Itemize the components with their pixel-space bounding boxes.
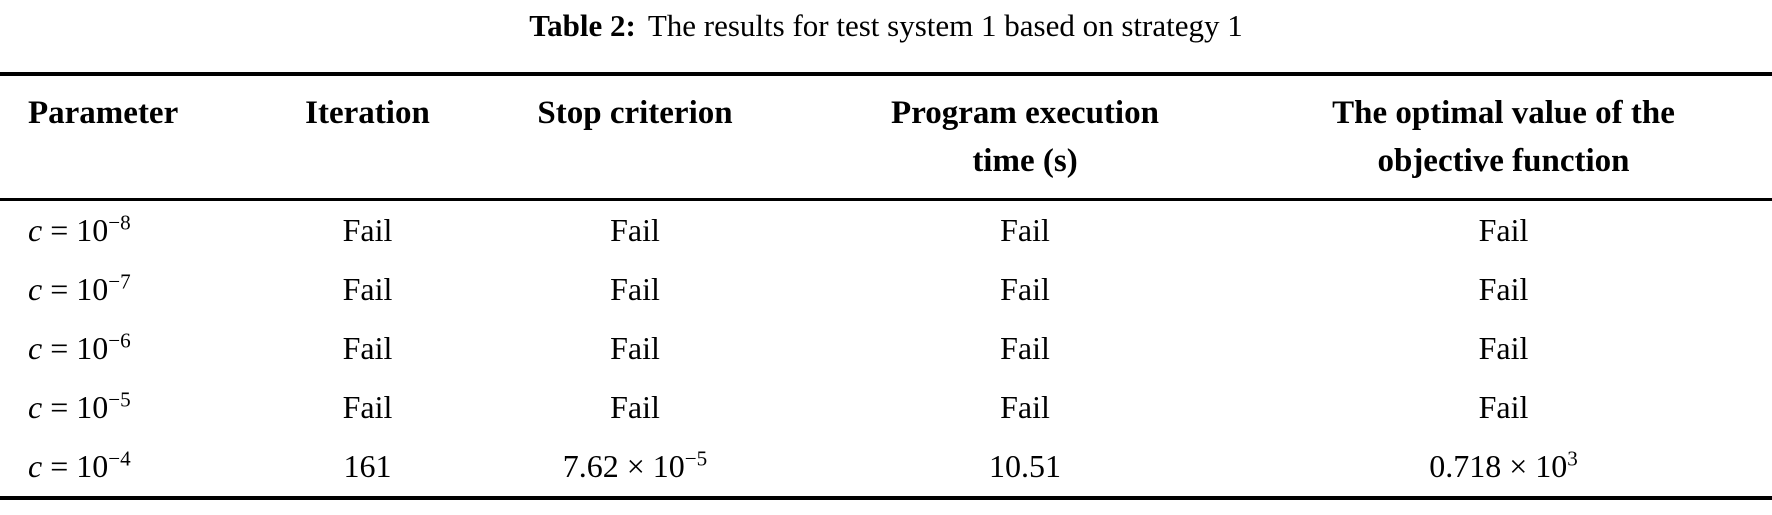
table-row: c = 10−8 Fail Fail Fail Fail bbox=[0, 200, 1772, 261]
table-row: c = 10−5 Fail Fail Fail Fail bbox=[0, 378, 1772, 437]
table-row: c = 10−6 Fail Fail Fail Fail bbox=[0, 319, 1772, 378]
cell-stop-criterion: Fail bbox=[610, 330, 660, 366]
cell-optimal-value: Fail bbox=[1478, 212, 1529, 248]
cell-parameter: c = 10−8 bbox=[28, 210, 131, 248]
cell-execution-time: 10.51 bbox=[989, 448, 1061, 484]
table-caption: Table 2: The results for test system 1 ba… bbox=[0, 4, 1772, 48]
cell-stop-criterion: Fail bbox=[610, 271, 660, 307]
table-row: c = 10−4 161 7.62 × 10−5 10.51 0.718 × 1… bbox=[0, 437, 1772, 498]
cell-parameter: c = 10−7 bbox=[28, 269, 131, 307]
cell-iteration: Fail bbox=[342, 389, 393, 425]
column-header-stop-criterion: Stop criterion bbox=[537, 95, 733, 131]
cell-stop-criterion: Fail bbox=[610, 389, 660, 425]
cell-optimal-value: Fail bbox=[1478, 389, 1529, 425]
cell-execution-time: Fail bbox=[1000, 271, 1050, 307]
cell-optimal-value: Fail bbox=[1478, 271, 1529, 307]
cell-execution-time: Fail bbox=[1000, 330, 1050, 366]
cell-parameter: c = 10−5 bbox=[28, 387, 131, 425]
cell-optimal-value: Fail bbox=[1478, 330, 1529, 366]
cell-iteration: Fail bbox=[342, 271, 393, 307]
column-header-parameter: Parameter bbox=[28, 95, 179, 131]
table-caption-text: The results for test system 1 based on s… bbox=[647, 8, 1243, 43]
results-table: Parameter Iteration Stop criterion Progr… bbox=[0, 72, 1772, 500]
column-header-execution-time: Program execution time (s) bbox=[891, 95, 1159, 179]
cell-stop-criterion: Fail bbox=[610, 212, 660, 248]
cell-parameter: c = 10−6 bbox=[28, 328, 131, 366]
cell-parameter: c = 10−4 bbox=[28, 446, 131, 484]
cell-optimal-value: 0.718 × 103 bbox=[1429, 446, 1578, 484]
table-row: c = 10−7 Fail Fail Fail Fail bbox=[0, 260, 1772, 319]
cell-execution-time: Fail bbox=[1000, 212, 1050, 248]
column-header-optimal-value: The optimal value of the objective funct… bbox=[1332, 95, 1675, 179]
cell-stop-criterion: 7.62 × 10−5 bbox=[562, 446, 708, 484]
table-caption-label: Table 2: bbox=[529, 8, 636, 43]
cell-iteration: 161 bbox=[343, 448, 392, 484]
column-header-iteration: Iteration bbox=[305, 95, 430, 131]
table-header-row: Parameter Iteration Stop criterion Progr… bbox=[0, 74, 1772, 200]
cell-iteration: Fail bbox=[342, 330, 393, 366]
cell-iteration: Fail bbox=[342, 212, 393, 248]
cell-execution-time: Fail bbox=[1000, 389, 1050, 425]
